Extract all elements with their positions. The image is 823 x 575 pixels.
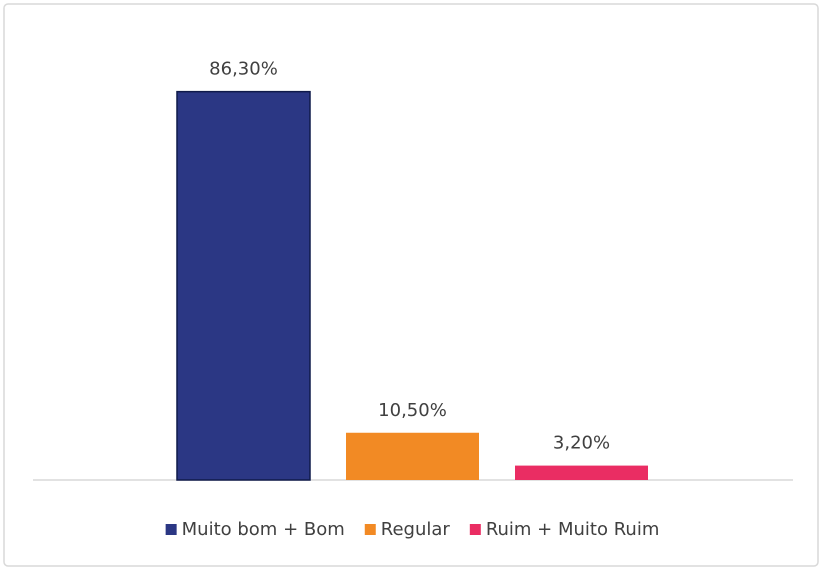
legend-swatch	[165, 524, 177, 535]
value-label: 10,50%	[378, 400, 447, 421]
chart-border	[3, 3, 819, 567]
bar	[515, 465, 648, 480]
bar	[346, 432, 479, 480]
legend-label: Regular	[381, 519, 451, 540]
legend-label: Ruim + Muito Ruim	[486, 519, 660, 540]
value-label: 3,20%	[553, 433, 610, 454]
legend-swatch	[469, 524, 481, 535]
legend-label: Muito bom + Bom	[182, 519, 345, 540]
bar	[176, 90, 311, 481]
legend-swatch	[364, 524, 376, 535]
legend: Muito bom + Bom Regular Ruim + Muito Ruim	[165, 519, 660, 540]
value-label: 86,30%	[209, 59, 278, 80]
